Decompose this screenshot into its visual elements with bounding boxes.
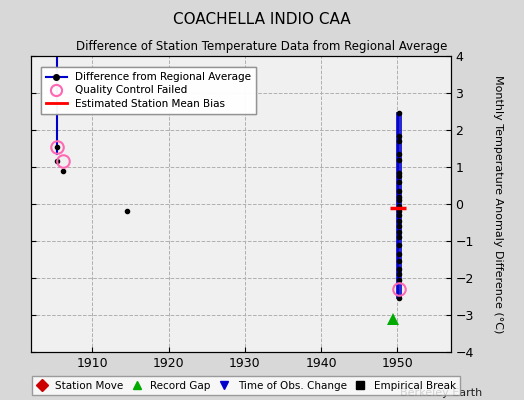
Text: COACHELLA INDIO CAA: COACHELLA INDIO CAA	[173, 12, 351, 27]
Y-axis label: Monthly Temperature Anomaly Difference (°C): Monthly Temperature Anomaly Difference (…	[493, 75, 504, 333]
Legend: Difference from Regional Average, Quality Control Failed, Estimated Station Mean: Difference from Regional Average, Qualit…	[41, 67, 256, 114]
Legend: Station Move, Record Gap, Time of Obs. Change, Empirical Break: Station Move, Record Gap, Time of Obs. C…	[32, 376, 460, 395]
Text: Difference of Station Temperature Data from Regional Average: Difference of Station Temperature Data f…	[77, 40, 447, 53]
Text: Berkeley Earth: Berkeley Earth	[400, 388, 482, 398]
